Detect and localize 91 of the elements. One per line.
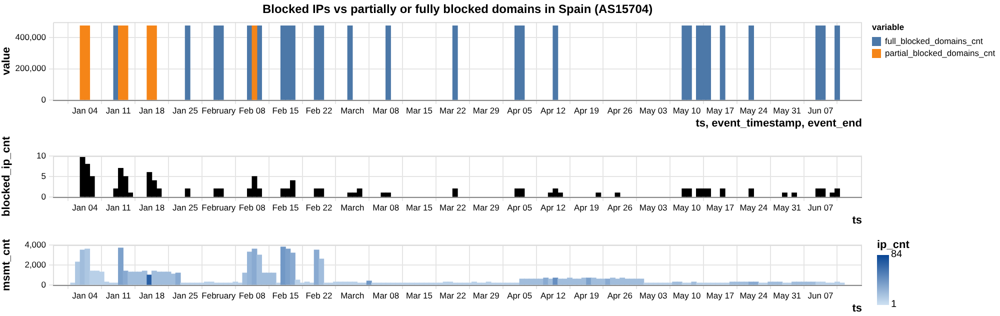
y-tick-label: 4,000	[24, 239, 46, 250]
x-tick-label: Apr 12	[540, 202, 566, 212]
x-tick-label: Mar 08	[372, 105, 400, 116]
x-tick-label: Apr 05	[507, 290, 532, 300]
y-tick-label: 0	[41, 279, 46, 290]
x-tick-label: Apr 26	[607, 105, 633, 116]
x-tick-label: May 10	[672, 105, 701, 116]
color-bar-label: 1	[891, 299, 897, 310]
y-axis-title: value	[0, 46, 13, 76]
x-tick-label: Mar 29	[472, 105, 500, 116]
x-tick-label: May 31	[773, 202, 802, 212]
x-tick-label: Mar 29	[472, 290, 500, 300]
x-tick-label: May 17	[706, 202, 734, 212]
x-tick-label: May 03	[639, 105, 668, 116]
x-tick-label: May 10	[672, 290, 701, 300]
x-tick-label: Jan 04	[72, 105, 98, 116]
y-tick-label: 10	[36, 150, 46, 160]
color-bar-label: 84	[891, 249, 902, 260]
legend-label: partial_blocked_domains_cnt	[885, 48, 996, 58]
y-tick-label: 5	[41, 170, 46, 181]
x-tick-label: Jan 25	[172, 290, 198, 300]
x-tick-label: Jan 18	[139, 202, 165, 212]
y-tick-label: 200,000	[15, 63, 46, 74]
x-tick-label: Feb 15	[272, 202, 300, 212]
x-tick-label: Jan 11	[106, 105, 132, 116]
x-tick-label: May 24	[740, 202, 768, 212]
x-tick-label: Mar 22	[439, 290, 466, 300]
x-tick-label: May 03	[639, 202, 668, 212]
y-tick-label: 0	[41, 94, 46, 104]
x-tick-label: May 24	[740, 105, 768, 116]
x-tick-label: Feb 22	[306, 202, 332, 212]
chart-title: Blocked IPs vs partially or fully blocked domains in Spain (AS15704)	[261, 2, 654, 16]
x-tick-label: Apr 12	[540, 105, 566, 116]
x-tick-label: Feb 15	[272, 105, 300, 116]
y-tick-label: 2,000	[24, 259, 46, 270]
x-tick-label: Jan 11	[106, 290, 132, 300]
x-tick-label: Apr 12	[540, 290, 566, 300]
x-tick-label: Feb 08	[238, 290, 266, 300]
x-tick-label: Mar 22	[439, 202, 466, 212]
legend-label: full_blocked_domains_cnt	[885, 36, 983, 46]
x-tick-label: Apr 05	[507, 105, 532, 116]
x-tick-label: Jan 04	[72, 202, 98, 212]
x-tick-label: Mar 08	[372, 290, 400, 300]
x-tick-label: Mar 15	[406, 105, 433, 116]
x-tick-label: Jun 07	[808, 290, 834, 300]
x-tick-label: March	[340, 290, 364, 300]
x-tick-label: Apr 19	[574, 290, 600, 300]
x-tick-label: Feb 22	[306, 105, 332, 116]
x-tick-label: Jan 04	[72, 290, 98, 300]
x-tick-label: Mar 15	[406, 202, 433, 212]
x-tick-label: Jan 18	[139, 290, 165, 300]
x-tick-label: March	[340, 105, 364, 116]
x-tick-label: May 31	[773, 290, 802, 300]
x-tick-label: May 31	[773, 105, 802, 116]
x-tick-label: Feb 08	[238, 105, 266, 116]
y-tick-label: 0	[41, 191, 46, 202]
x-tick-label: Apr 26	[607, 290, 633, 300]
x-tick-label: February	[202, 105, 236, 116]
x-tick-label: Jan 11	[106, 202, 132, 212]
x-tick-label: Mar 22	[439, 105, 466, 116]
x-tick-label: May 03	[639, 290, 668, 300]
x-axis-title: ts	[852, 302, 862, 314]
y-axis-title: msmt_cnt	[0, 238, 13, 291]
x-tick-label: May 10	[672, 202, 701, 212]
x-tick-label: February	[202, 202, 236, 212]
x-tick-label: May 17	[706, 290, 734, 300]
x-tick-label: Mar 15	[406, 290, 433, 300]
x-tick-label: Jun 07	[808, 105, 834, 116]
x-tick-label: Apr 19	[574, 105, 600, 116]
x-tick-label: March	[340, 202, 364, 212]
x-tick-label: Jun 07	[808, 202, 834, 212]
x-tick-label: Mar 29	[472, 202, 500, 212]
y-tick-label: 400,000	[15, 32, 46, 42]
x-tick-label: May 24	[740, 290, 768, 300]
x-tick-label: Apr 26	[607, 202, 633, 212]
x-tick-label: Feb 08	[238, 202, 266, 212]
x-tick-label: February	[202, 290, 236, 300]
x-tick-label: Feb 22	[306, 290, 332, 300]
x-axis-title: ts, event_timestamp, event_end	[696, 117, 862, 130]
x-tick-label: Jan 25	[172, 202, 198, 212]
x-axis-title: ts	[852, 214, 862, 226]
x-tick-label: Jan 18	[139, 105, 165, 116]
x-tick-label: Apr 05	[507, 202, 532, 212]
legend-title: variable	[872, 22, 906, 32]
x-tick-label: Mar 08	[372, 202, 400, 212]
x-tick-label: Apr 19	[574, 202, 600, 212]
y-axis-title: blocked_ip_cnt	[0, 136, 13, 217]
x-tick-label: Feb 15	[272, 290, 300, 300]
color-bar-title: ip_cnt	[877, 239, 910, 251]
x-tick-label: Jan 25	[172, 105, 198, 116]
x-tick-label: May 17	[706, 105, 734, 116]
